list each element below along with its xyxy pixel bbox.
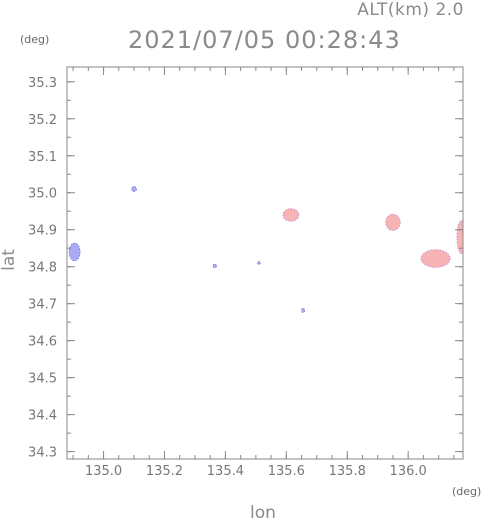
- echo-moderate-7: [420, 249, 451, 268]
- altitude-label: ALT(km) 2.0: [357, 0, 464, 20]
- y-tick-label: 34.9: [28, 224, 57, 239]
- y-tick-label: 34.8: [28, 261, 57, 276]
- y-axis-unit: (deg): [20, 33, 50, 46]
- y-tick-label: 35.2: [28, 113, 57, 128]
- echo-weak-4: [301, 307, 305, 313]
- echo-moderate-5: [282, 208, 300, 222]
- echo-weak-0: [68, 242, 81, 262]
- x-tick-label: 136.0: [390, 464, 427, 479]
- x-axis-unit: (deg): [452, 485, 482, 498]
- tick-layer: 135.0 135.2 135.4 135.6 135.8 136.0 34.3 34.4 34…: [28, 67, 463, 479]
- echo-weak-1: [131, 186, 137, 192]
- y-tick-label: 34.7: [28, 298, 57, 313]
- y-tick-label: 35.0: [28, 187, 57, 202]
- y-tick-label: 34.3: [28, 446, 57, 461]
- x-tick-label: 135.6: [268, 464, 305, 479]
- y-tick-label: 35.1: [28, 150, 57, 165]
- y-tick-label: 34.5: [28, 372, 57, 387]
- echo-weak-2: [212, 263, 217, 269]
- y-tick-label: 35.3: [28, 76, 57, 91]
- y-tick-label: 34.6: [28, 335, 57, 350]
- echo-weak-3: [257, 261, 261, 265]
- x-tick-label: 135.2: [146, 464, 183, 479]
- echo-moderate-6: [385, 213, 401, 231]
- x-tick-label: 135.4: [207, 464, 244, 479]
- plot-frame: [66, 66, 464, 460]
- x-axis-label: lon: [250, 503, 276, 523]
- x-tick-label: 135.8: [329, 464, 366, 479]
- echo-moderate-8: [456, 220, 463, 255]
- x-tick-label: 135.0: [85, 464, 122, 479]
- y-tick-label: 34.4: [28, 409, 57, 424]
- chart-title-timestamp: 2021/07/05 00:28:43: [128, 26, 401, 54]
- echo-layer: [68, 186, 463, 313]
